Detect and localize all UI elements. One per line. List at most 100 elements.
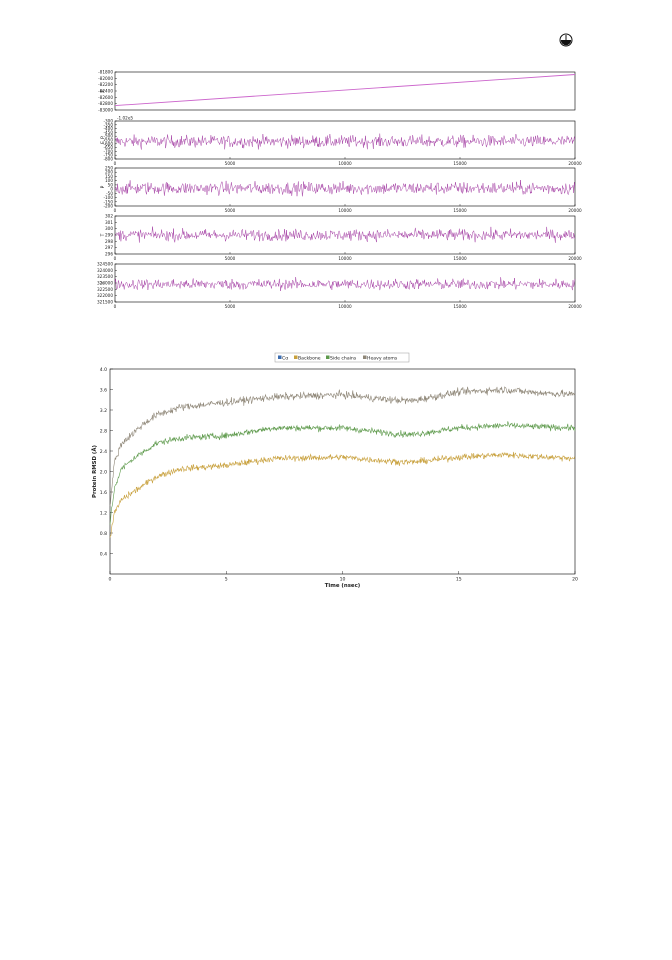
y-tick-label: -300 — [103, 119, 113, 124]
y-tick-label: 324000 — [97, 268, 113, 273]
x-tick-label: 5000 — [225, 208, 236, 213]
x-tick-label: 15000 — [453, 161, 467, 166]
y-axis-label: P — [100, 185, 106, 188]
y-tick-label: 322500 — [97, 287, 113, 292]
y-tick-label: 2.4 — [100, 449, 107, 455]
x-tick-label: 5 — [225, 577, 228, 583]
y-axis-label: E — [100, 89, 106, 92]
legend: Cα Backbone Side chains Heavy atoms — [274, 352, 410, 363]
x-tick-label: 20 — [572, 577, 578, 583]
x-tick-label: 10000 — [338, 304, 352, 309]
y-tick-label: 50 — [108, 182, 114, 187]
y-tick-label: -450 — [103, 130, 113, 135]
x-tick-label: 0 — [114, 304, 117, 309]
y-tick-label: 301 — [105, 220, 113, 225]
series-line — [114, 226, 576, 243]
x-tick-label: 5000 — [225, 161, 236, 166]
y-tick-label: -100 — [103, 195, 113, 200]
y-tick-label: 100 — [105, 178, 113, 183]
x-tick-label: 15000 — [453, 304, 467, 309]
y-tick-label: -81800 — [98, 70, 113, 75]
y-tick-label: -600 — [103, 141, 113, 146]
y-axis-label: T — [100, 233, 106, 237]
y-tick-label: -82600 — [98, 95, 113, 100]
y-tick-label: 302 — [105, 214, 113, 219]
y-tick-label: 321500 — [97, 300, 113, 305]
legend-entry: Heavy atoms — [367, 356, 398, 362]
series-line-side-chains — [109, 421, 576, 525]
y-tick-label: -83000 — [98, 108, 113, 113]
x-tick-label: 10 — [340, 577, 346, 583]
x-tick-label: 15000 — [453, 256, 467, 261]
x-tick-label: 20000 — [568, 256, 582, 261]
y-tick-label: 0.4 — [100, 551, 107, 557]
series-line — [114, 74, 576, 107]
series-line — [114, 133, 576, 150]
series-line — [114, 179, 576, 197]
y-tick-label: 250 — [105, 166, 113, 171]
y-tick-label: -82400 — [98, 89, 113, 94]
legend-swatch — [363, 355, 367, 359]
legend-box — [274, 352, 410, 363]
y-tick-label: 323000 — [97, 281, 113, 286]
legend-swatch — [294, 355, 298, 359]
y-tick-label: -82000 — [98, 76, 113, 81]
x-tick-label: 5000 — [225, 256, 236, 261]
y-tick-label: 0.8 — [100, 531, 107, 537]
y-tick-label: 2.8 — [100, 428, 107, 434]
legend-swatch — [326, 355, 330, 359]
x-tick-label: 20000 — [568, 161, 582, 166]
panel-potential-energy: -300-350-400-450-500-550-600-650-700-750… — [100, 116, 582, 167]
x-tick-label: 20000 — [568, 208, 582, 213]
legend-entry: Side chains — [330, 356, 357, 362]
y-tick-label: -550 — [103, 138, 113, 143]
x-tick-label: 15 — [456, 577, 462, 583]
x-tick-label: 0 — [114, 208, 117, 213]
y-tick-label: -50 — [106, 191, 113, 196]
panel-frame — [114, 215, 576, 255]
x-tick-label: 10000 — [338, 208, 352, 213]
y-tick-label: 0 — [110, 187, 113, 192]
x-tick-label: 0 — [109, 577, 112, 583]
y-tick-label: 3.2 — [100, 408, 107, 414]
y-tick-label: -800 — [103, 157, 113, 162]
panel-frame — [114, 120, 576, 160]
y-tick-label: -200 — [103, 204, 113, 209]
panel-frame — [114, 167, 576, 207]
y-tick-label: -500 — [103, 134, 113, 139]
y-tick-label: 322000 — [97, 293, 113, 298]
y-tick-label: 298 — [105, 239, 113, 244]
x-tick-label: 10000 — [338, 161, 352, 166]
journal-logo-icon — [559, 33, 573, 47]
series-line-backbone — [109, 451, 576, 538]
y-tick-label: 3.6 — [100, 387, 107, 393]
series-line-heavy-atoms — [109, 386, 576, 506]
rmsd-chart: 0.4 0.8 1.2 1.6 2.0 2.4 2.8 3.2 3.6 4.0 0 5 10 15 20 Ti… — [91, 352, 578, 589]
y-tick-label: -400 — [103, 126, 113, 131]
logo-ring — [559, 33, 573, 47]
y-tick-label: 1.2 — [100, 510, 107, 516]
y-tick-label: 150 — [105, 174, 113, 179]
x-tick-label: 0 — [114, 161, 117, 166]
x-tick-label: 5000 — [225, 304, 236, 309]
legend-swatch — [278, 355, 282, 359]
y-tick-label: -82800 — [98, 101, 113, 106]
y-tick-label: -750 — [103, 153, 113, 158]
x-tick-label: 0 — [114, 256, 117, 261]
y-tick-label: -82200 — [98, 82, 113, 87]
series-line — [114, 276, 576, 292]
panel-frame — [114, 71, 576, 111]
rmsd-frame — [109, 368, 576, 575]
y-tick-label: 323500 — [97, 274, 113, 279]
x-axis-label: Time (nsec) — [325, 583, 361, 589]
y-tick-label: 4.0 — [100, 367, 107, 373]
y-tick-label: -350 — [103, 122, 113, 127]
x-tick-label: 20000 — [568, 304, 582, 309]
y-tick-label: 300 — [105, 226, 113, 231]
y-tick-label: 296 — [105, 252, 113, 257]
y-tick-label: 200 — [105, 170, 113, 175]
y-tick-label: 1.6 — [100, 490, 107, 496]
